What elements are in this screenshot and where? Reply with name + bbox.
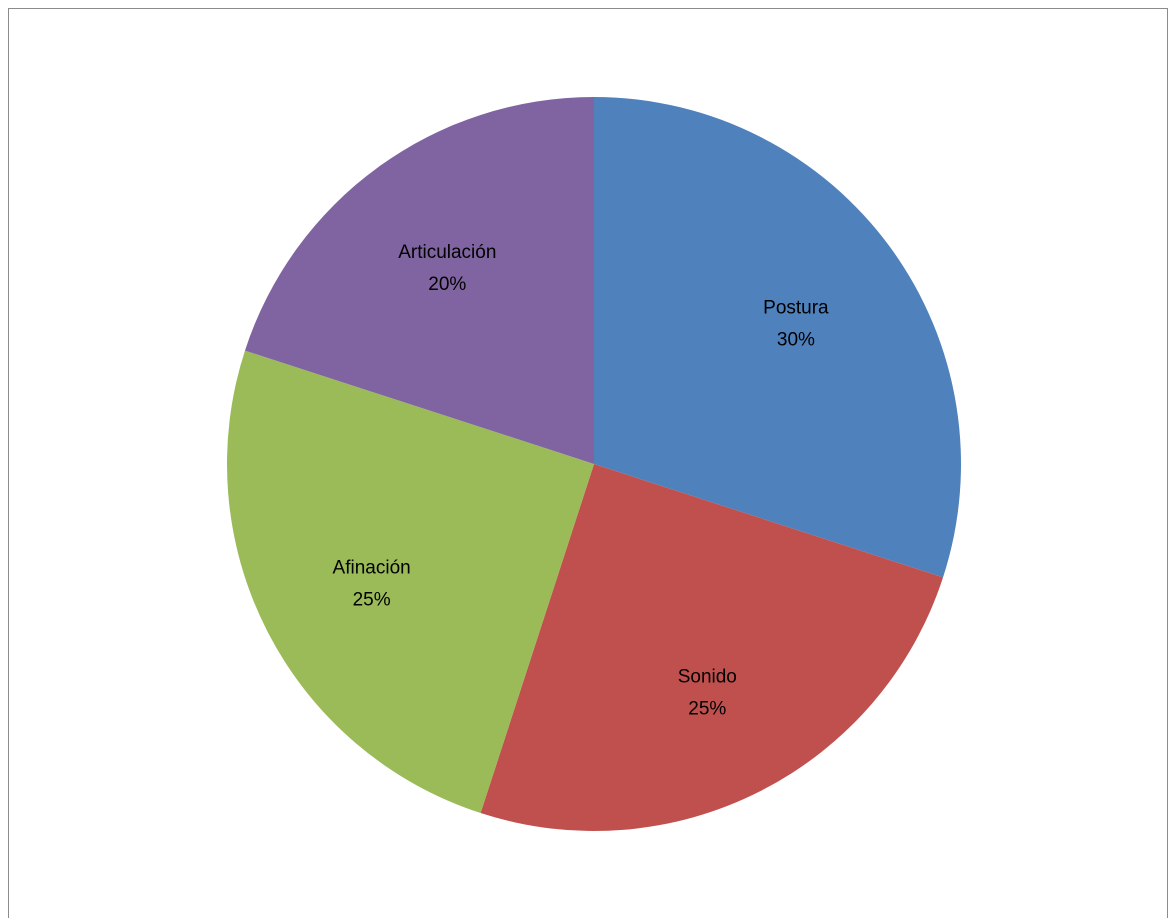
pie-slice-postura (594, 97, 961, 578)
slice-category-label: Articulación (398, 242, 496, 263)
slice-category-label: Postura (763, 297, 829, 318)
pie-slice-afinacion (227, 350, 594, 814)
pie-slice-sonido (480, 464, 944, 831)
slice-category-label: Afinación (333, 557, 411, 578)
pie-data-labels: Postura 30% Sonido 25% Afinación 25% Articulac… (333, 242, 830, 719)
slice-percent-label: 20% (428, 274, 466, 295)
pie-slices (227, 96, 961, 831)
slice-category-label: Sonido (678, 666, 737, 687)
slice-percent-label: 25% (353, 589, 391, 610)
pie-slice-articulacion (244, 96, 594, 464)
slice-percent-label: 25% (688, 698, 726, 719)
slice-percent-label: 30% (777, 329, 815, 350)
